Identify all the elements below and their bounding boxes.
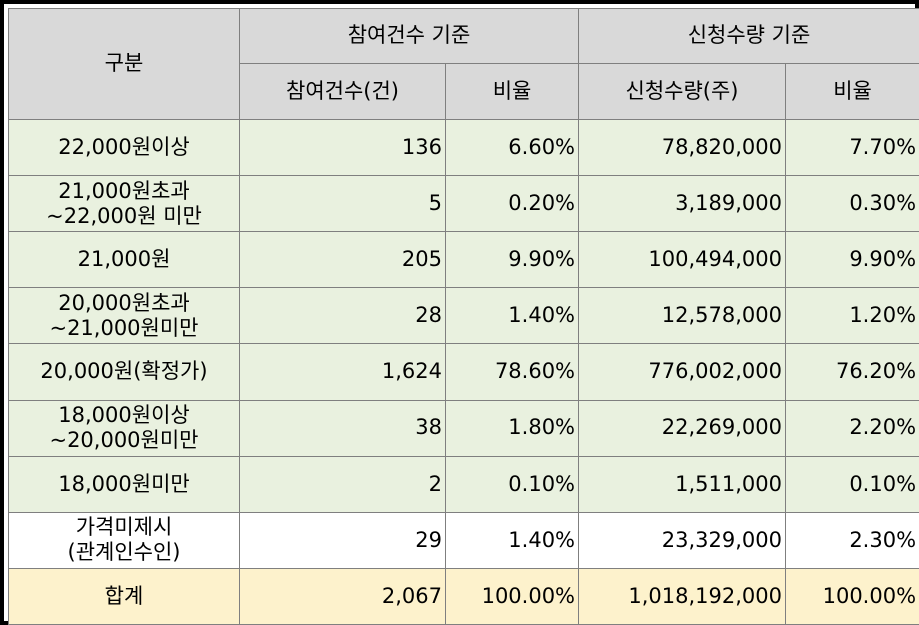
header-count-ratio: 비율 xyxy=(444,63,580,121)
total-count: 2,067 xyxy=(239,567,446,625)
header-row-1: 구분 참여건수 기준 신청수량 기준 xyxy=(8,7,919,121)
row-label: 18,000원이상 ~20,000원미만 xyxy=(8,399,240,457)
row-count: 205 xyxy=(239,231,446,289)
row-qty-ratio: 2.20% xyxy=(785,399,919,457)
header-qty: 신청수량(주) xyxy=(578,63,787,121)
row-label-line1: 20,000원(확정가) xyxy=(40,359,208,384)
row-label: 가격미제시 (관계인수인) xyxy=(8,511,240,569)
header-qty-ratio: 비율 xyxy=(785,63,919,121)
row-qty-ratio: 0.10% xyxy=(785,455,919,513)
row-label: 22,000원이상 xyxy=(8,119,240,177)
row-qty: 776,002,000 xyxy=(578,343,787,401)
row-count: 38 xyxy=(239,399,446,457)
row-label-line1: 18,000원미만 xyxy=(58,471,190,496)
row-qty: 22,269,000 xyxy=(578,399,787,457)
row-label-line1: 22,000원이상 xyxy=(58,135,190,160)
row-qty-ratio: 9.90% xyxy=(785,231,919,289)
row-label: 21,000원 xyxy=(8,231,240,289)
total-row: 합계 2,067 100.00% 1,018,192,000 100.00% xyxy=(8,567,919,625)
table-row: 가격미제시 (관계인수인) 29 1.40% 23,329,000 2.30% xyxy=(8,511,919,569)
row-count-ratio: 1.40% xyxy=(444,287,580,345)
table-row: 21,000원 205 9.90% 100,494,000 9.90% xyxy=(8,231,919,289)
row-label-line1: 21,000원초과 xyxy=(58,178,190,203)
row-label-line1: 가격미제시 xyxy=(75,515,173,540)
table-row: 22,000원이상 136 6.60% 78,820,000 7.70% xyxy=(8,119,919,177)
row-label-line2: ~21,000원미만 xyxy=(49,315,199,340)
row-qty-ratio: 7.70% xyxy=(785,119,919,177)
row-count: 28 xyxy=(239,287,446,345)
row-qty-ratio: 2.30% xyxy=(785,511,919,569)
row-count-ratio: 1.80% xyxy=(444,399,580,457)
row-count-ratio: 9.90% xyxy=(444,231,580,289)
total-qty-ratio: 100.00% xyxy=(785,567,919,625)
table-row: 18,000원이상 ~20,000원미만 38 1.80% 22,269,000 … xyxy=(8,399,919,457)
row-label-line1: 18,000원이상 xyxy=(58,402,190,427)
row-count: 1,624 xyxy=(239,343,446,401)
row-label-line2: (관계인수인) xyxy=(67,540,181,565)
row-qty-ratio: 1.20% xyxy=(785,287,919,345)
row-qty: 1,511,000 xyxy=(578,455,787,513)
demand-forecast-table: 구분 참여건수 기준 신청수량 기준 참여건수(건) 비율 신청수량(주) 비율… xyxy=(8,7,919,625)
row-qty-ratio: 0.30% xyxy=(785,175,919,233)
row-count-ratio: 6.60% xyxy=(444,119,580,177)
row-qty-ratio: 76.20% xyxy=(785,343,919,401)
row-count: 136 xyxy=(239,119,446,177)
row-count-ratio: 78.60% xyxy=(444,343,580,401)
row-label-line1: 20,000원초과 xyxy=(58,290,190,315)
header-row-2: 참여건수(건) 비율 신청수량(주) 비율 xyxy=(9,63,919,121)
table-row: 21,000원초과 ~22,000원 미만 5 0.20% 3,189,000 0… xyxy=(8,175,919,233)
row-label: 21,000원초과 ~22,000원 미만 xyxy=(8,175,240,233)
header-count: 참여건수(건) xyxy=(239,63,446,121)
row-count: 29 xyxy=(239,511,446,569)
table-row: 20,000원(확정가) 1,624 78.60% 776,002,000 76… xyxy=(8,343,919,401)
row-qty: 3,189,000 xyxy=(578,175,787,233)
row-qty: 78,820,000 xyxy=(578,119,787,177)
row-qty: 12,578,000 xyxy=(578,287,787,345)
row-label-line1: 21,000원 xyxy=(77,247,171,272)
row-qty: 23,329,000 xyxy=(578,511,787,569)
row-label-line2: ~22,000원 미만 xyxy=(46,203,202,228)
total-qty: 1,018,192,000 xyxy=(578,567,787,625)
row-label: 20,000원초과 ~21,000원미만 xyxy=(8,287,240,345)
row-count: 2 xyxy=(239,455,446,513)
total-count-ratio: 100.00% xyxy=(444,567,580,625)
row-count-ratio: 0.10% xyxy=(444,455,580,513)
row-label-line2: ~20,000원미만 xyxy=(49,428,199,453)
row-label: 20,000원(확정가) xyxy=(8,343,240,401)
row-label: 18,000원미만 xyxy=(8,455,240,513)
header-group-count: 참여건수 기준 xyxy=(238,7,580,65)
total-label: 합계 xyxy=(8,567,240,625)
row-count-ratio: 1.40% xyxy=(444,511,580,569)
row-count: 5 xyxy=(239,175,446,233)
table-row: 20,000원초과 ~21,000원미만 28 1.40% 12,578,000 … xyxy=(8,287,919,345)
table-row: 18,000원미만 2 0.10% 1,511,000 0.10% xyxy=(8,455,919,513)
row-qty: 100,494,000 xyxy=(578,231,787,289)
header-group-qty: 신청수량 기준 xyxy=(578,7,919,65)
header-category: 구분 xyxy=(8,7,240,121)
row-count-ratio: 0.20% xyxy=(444,175,580,233)
